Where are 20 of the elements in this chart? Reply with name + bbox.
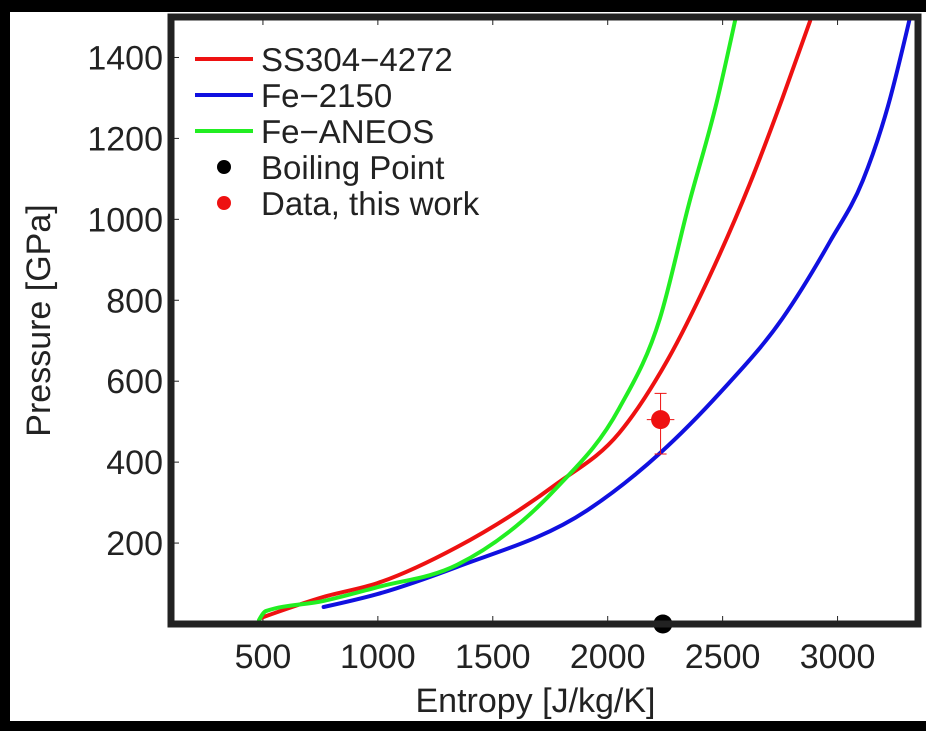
y-tick-label: 800 xyxy=(106,282,163,320)
x-tick-label: 1500 xyxy=(454,638,531,676)
x-tick-label: 2500 xyxy=(684,638,760,676)
legend-label: SS304−4272 xyxy=(261,41,453,78)
legend-label: Fe−ANEOS xyxy=(261,113,434,150)
x-axis-title: Entropy [J/kg/K] xyxy=(416,682,656,720)
x-tick-label: 500 xyxy=(234,638,292,676)
y-tick-label: 400 xyxy=(106,444,163,482)
x-tick-label: 3000 xyxy=(800,638,876,676)
x-tick-label: 1000 xyxy=(340,638,416,676)
y-tick-label: 1000 xyxy=(87,201,163,240)
legend-label: Fe−2150 xyxy=(261,77,392,114)
y-tick-label: 200 xyxy=(106,525,163,564)
y-axis-title: Pressure [GPa] xyxy=(20,204,58,437)
y-tick-label: 600 xyxy=(106,363,163,402)
legend-label: Data, this work xyxy=(261,185,480,222)
x-tick-label: 2000 xyxy=(570,638,646,676)
legend-label: Boiling Point xyxy=(261,149,444,186)
y-tick-label: 1400 xyxy=(87,39,163,78)
y-tick-label: 1200 xyxy=(87,120,163,158)
